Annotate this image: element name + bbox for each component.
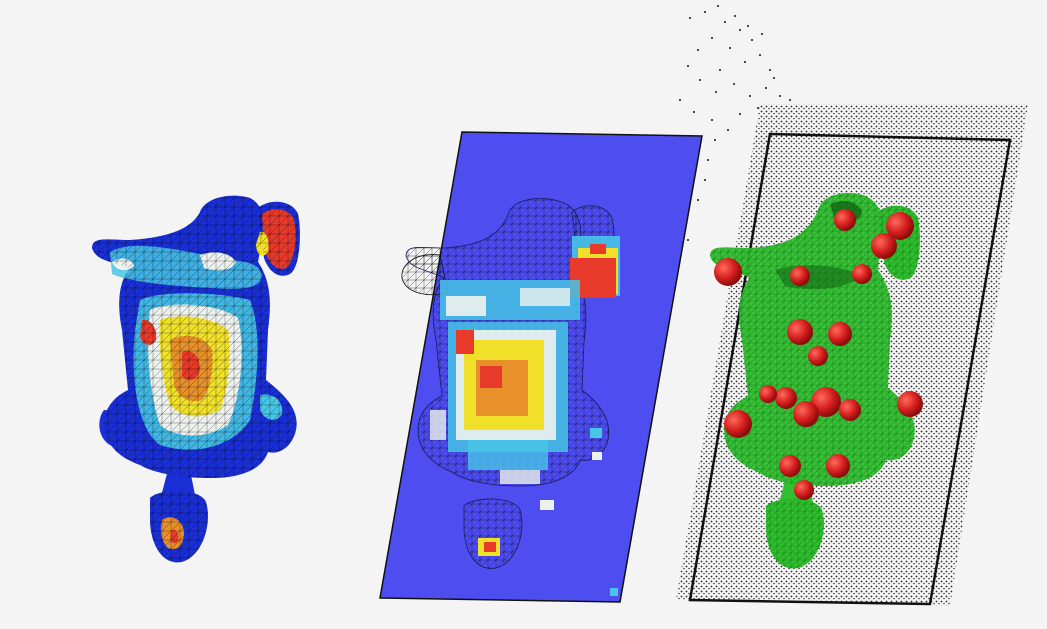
joint-sphere: [886, 212, 914, 240]
joint-sphere: [790, 266, 810, 286]
mesh-wireframe: [92, 195, 300, 563]
joint-spheres: [714, 209, 923, 500]
joint-sphere: [779, 455, 801, 477]
joint-sphere: [897, 391, 923, 417]
joint-sphere: [808, 346, 828, 366]
pressure-grid-overlay: [379, 131, 703, 603]
joint-sphere: [714, 258, 742, 286]
bed-frame: [688, 132, 1012, 606]
joint-sphere: [775, 387, 797, 409]
pressure-heatmap-mesh: [92, 195, 300, 563]
joint-sphere: [759, 385, 777, 403]
joint-sphere: [794, 480, 814, 500]
joint-sphere: [828, 322, 852, 346]
joint-sphere: [839, 399, 861, 421]
joint-sphere: [826, 454, 850, 478]
joint-sphere: [787, 319, 813, 345]
point-cloud-fit: [676, 5, 1028, 606]
joint-sphere: [834, 209, 856, 231]
joint-sphere: [852, 264, 872, 284]
heat-grid-cells: [430, 236, 620, 596]
stray-points: [679, 5, 791, 241]
joint-sphere: [871, 233, 897, 259]
joint-sphere: [811, 387, 841, 417]
joint-sphere: [793, 401, 819, 427]
joint-sphere: [724, 410, 752, 438]
